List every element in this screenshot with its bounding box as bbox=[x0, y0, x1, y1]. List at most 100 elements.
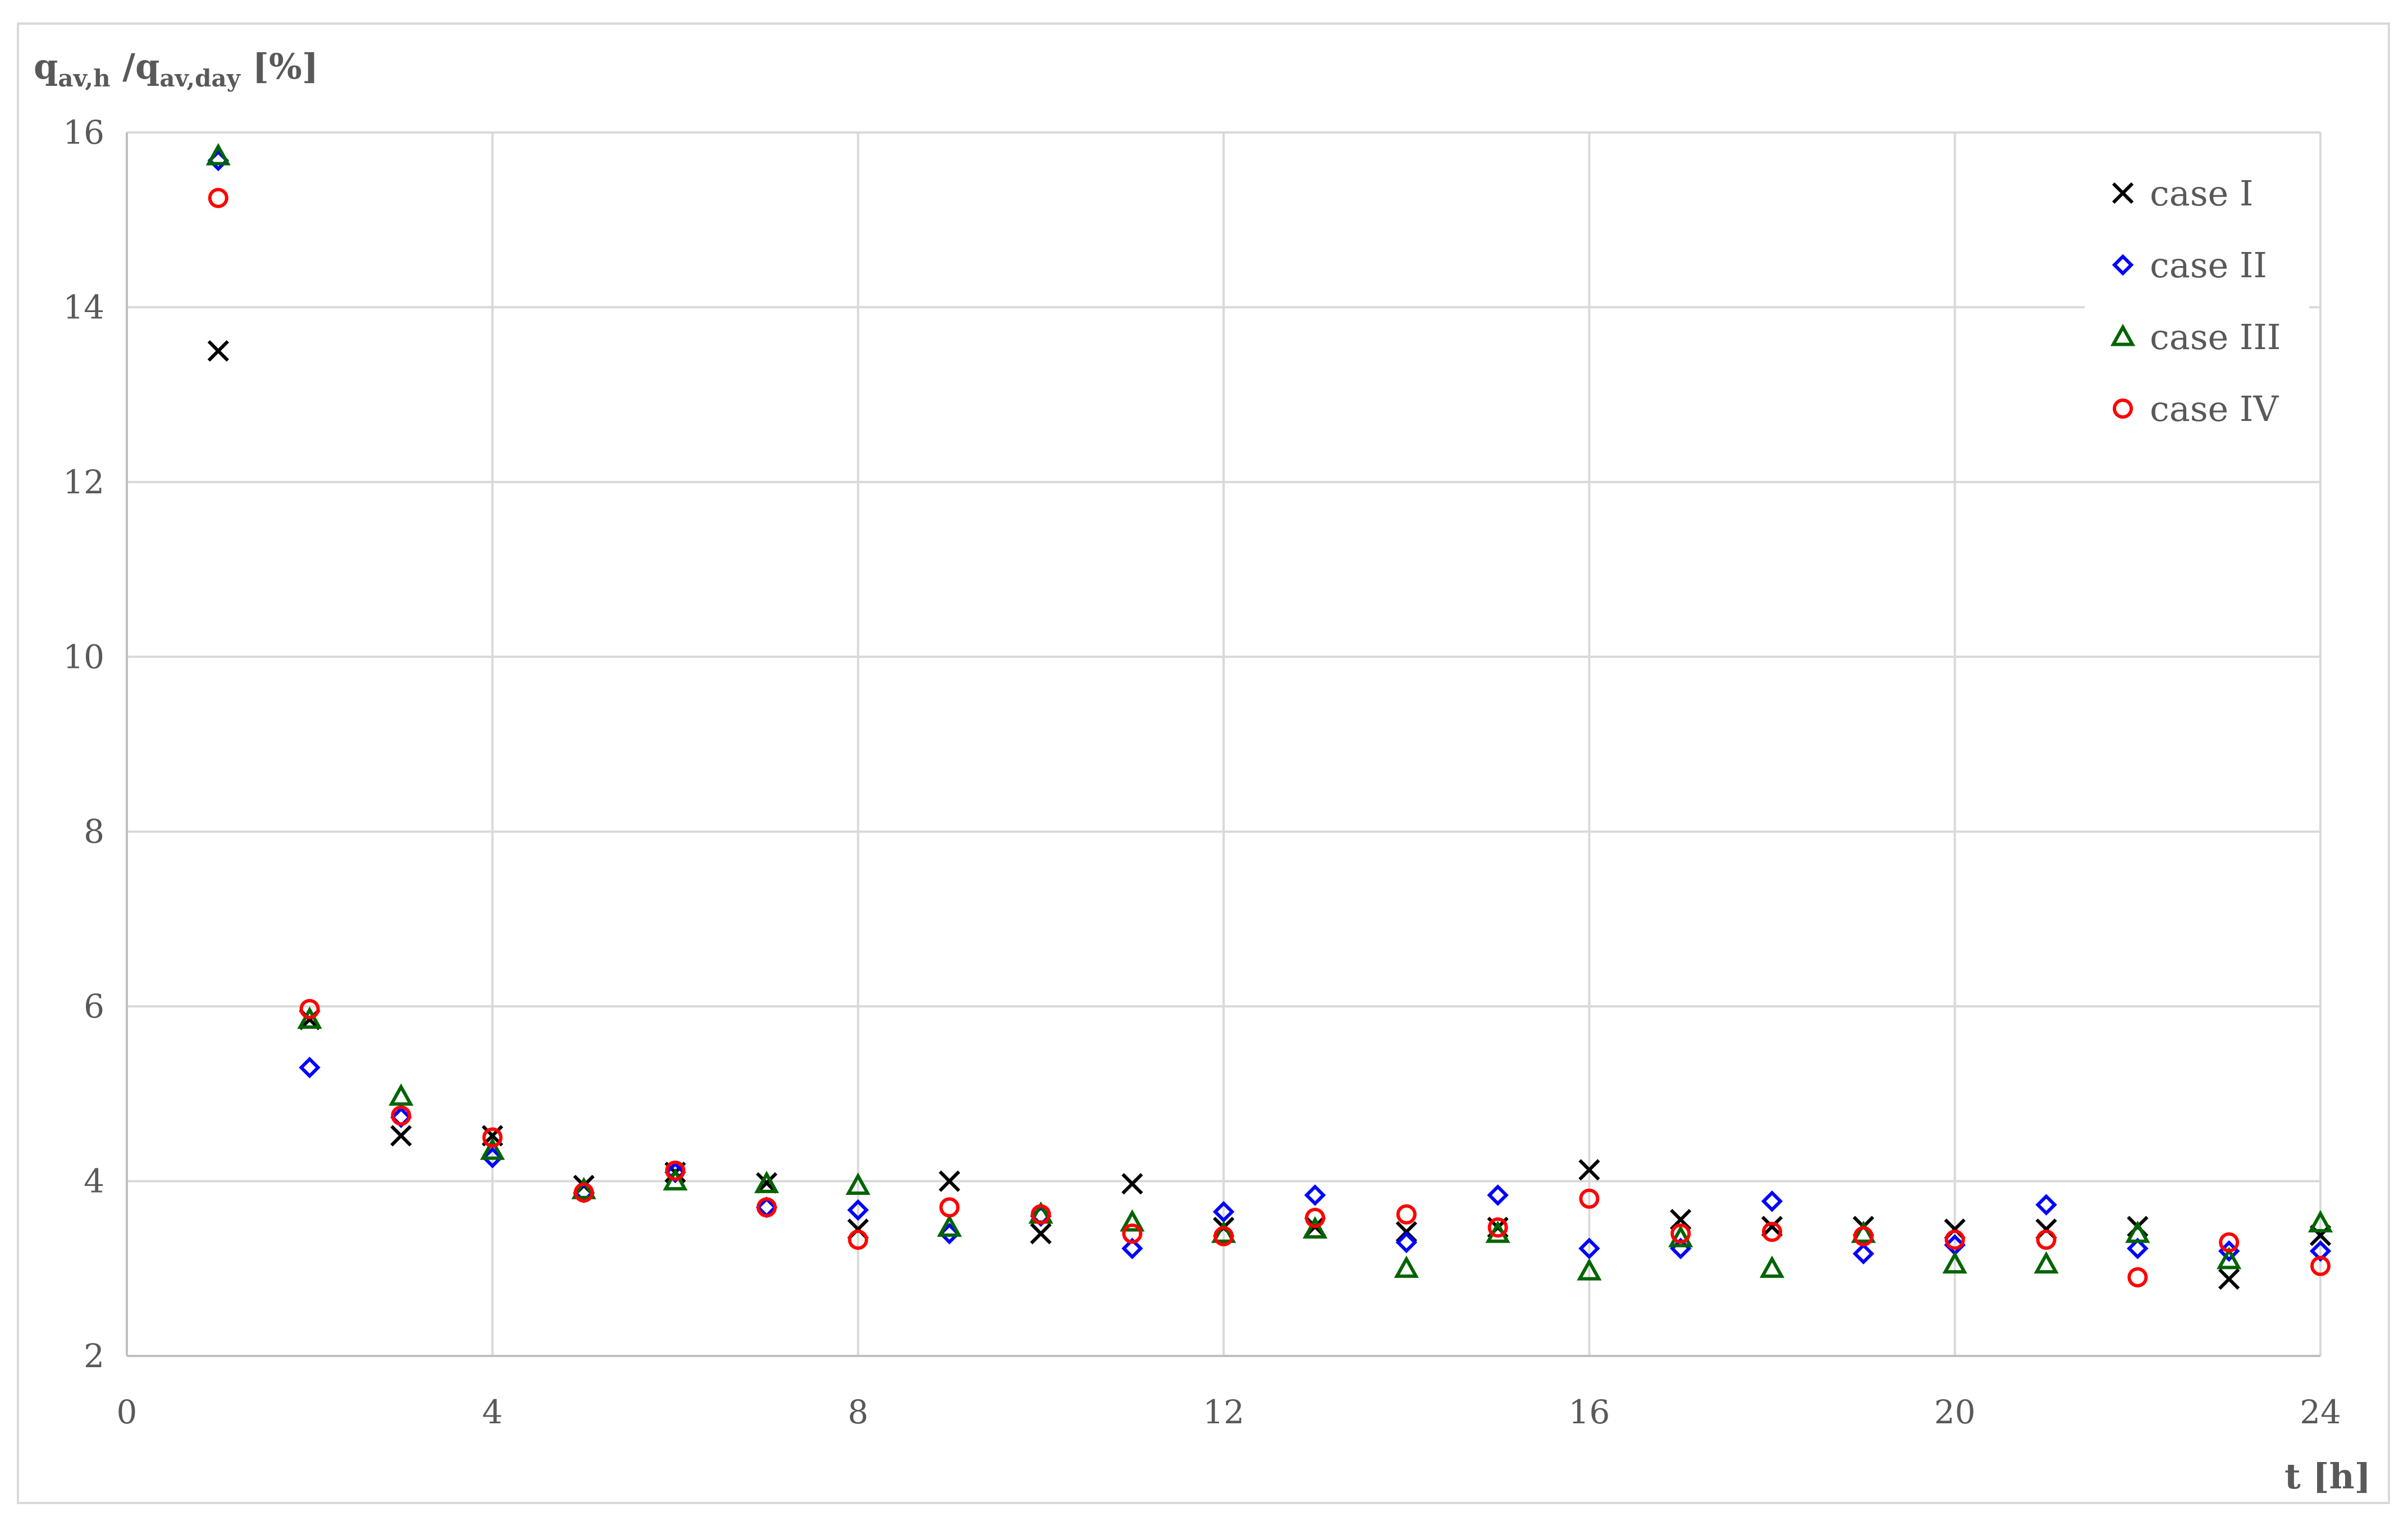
point-case-iv-8 bbox=[848, 1229, 868, 1250]
series-case-iv bbox=[208, 187, 2331, 1287]
point-case-iii-12 bbox=[1211, 1220, 1237, 1243]
point-case-i-9 bbox=[939, 1170, 960, 1192]
point-case-iv-6 bbox=[665, 1160, 685, 1181]
point-case-iv-24 bbox=[2310, 1255, 2331, 1276]
x-tick-label-20: 20 bbox=[1934, 1393, 1976, 1431]
x-tick-label-8: 8 bbox=[848, 1393, 868, 1431]
point-case-iii-23 bbox=[2217, 1247, 2242, 1270]
point-case-ii-14 bbox=[1395, 1231, 1417, 1253]
point-case-iii-17 bbox=[1668, 1225, 1693, 1248]
point-case-iii-18 bbox=[1759, 1255, 1785, 1278]
point-case-ii-22 bbox=[2127, 1238, 2149, 1259]
point-case-iv-4 bbox=[482, 1127, 503, 1148]
x-tick-label-24: 24 bbox=[2300, 1393, 2341, 1431]
y-tick-label-2: 2 bbox=[84, 1337, 104, 1375]
point-case-ii-4 bbox=[482, 1147, 503, 1168]
point-case-iii-1 bbox=[205, 143, 231, 166]
point-case-i-23 bbox=[2218, 1268, 2240, 1290]
point-case-iii-14 bbox=[1394, 1255, 1419, 1278]
point-case-ii-11 bbox=[1121, 1238, 1143, 1259]
point-case-iv-9 bbox=[939, 1197, 960, 1218]
y-tick-label-4: 4 bbox=[84, 1162, 104, 1200]
y-axis-title-sub1: av,h bbox=[58, 65, 110, 92]
point-case-ii-12 bbox=[1212, 1200, 1235, 1223]
legend-marker-case-iii bbox=[2110, 323, 2136, 346]
point-case-iv-23 bbox=[2219, 1232, 2240, 1253]
point-case-iv-7 bbox=[756, 1197, 777, 1218]
y-axis-title-middle: / bbox=[111, 46, 136, 87]
point-case-iii-6 bbox=[662, 1168, 688, 1191]
y-axis-title: qav,h /qav,day [%] bbox=[34, 46, 318, 92]
legend-marker-case-ii bbox=[2112, 254, 2134, 276]
point-case-iv-21 bbox=[2036, 1229, 2057, 1250]
point-case-iv-16 bbox=[1579, 1188, 1600, 1209]
point-case-iv-2 bbox=[299, 998, 320, 1019]
legend-label-case-ii: case II bbox=[2150, 245, 2267, 286]
point-case-iii-3 bbox=[388, 1083, 414, 1106]
y-axis-title-q1: q bbox=[34, 46, 58, 87]
point-case-iii-13 bbox=[1302, 1216, 1327, 1239]
point-case-iv-20 bbox=[1944, 1229, 1965, 1250]
point-case-iii-24 bbox=[2308, 1210, 2333, 1232]
series-case-ii bbox=[207, 149, 2332, 1265]
point-case-ii-13 bbox=[1304, 1184, 1326, 1206]
y-axis-title-q2: q bbox=[135, 46, 159, 87]
point-case-ii-24 bbox=[2309, 1240, 2332, 1262]
point-case-iii-22 bbox=[2125, 1220, 2150, 1243]
point-case-iv-10 bbox=[1031, 1204, 1051, 1225]
point-case-i-10 bbox=[1030, 1222, 1052, 1245]
point-case-iii-9 bbox=[937, 1214, 962, 1237]
series-case-iii bbox=[205, 143, 2333, 1281]
point-case-iv-1 bbox=[208, 187, 228, 208]
point-case-iii-7 bbox=[754, 1171, 779, 1193]
y-tick-label-6: 6 bbox=[84, 987, 104, 1025]
point-case-iii-5 bbox=[571, 1176, 597, 1199]
point-case-iv-18 bbox=[1762, 1221, 1782, 1242]
point-case-iii-4 bbox=[480, 1137, 505, 1160]
point-case-iv-19 bbox=[1853, 1226, 1874, 1247]
point-case-ii-2 bbox=[299, 1056, 321, 1079]
point-case-i-16 bbox=[1578, 1159, 1600, 1181]
y-tick-label-12: 12 bbox=[63, 463, 104, 501]
legend-marker-case-i bbox=[2112, 182, 2134, 204]
point-case-ii-8 bbox=[847, 1199, 869, 1221]
legend-marker-case-iv bbox=[2113, 398, 2133, 419]
x-axis-title: t [h] bbox=[2285, 1456, 2371, 1497]
point-case-ii-19 bbox=[1852, 1243, 1875, 1265]
x-tick-label-16: 16 bbox=[1568, 1393, 1610, 1431]
x-tick-label-12: 12 bbox=[1203, 1393, 1244, 1431]
point-case-ii-6 bbox=[664, 1161, 686, 1184]
point-case-i-7 bbox=[756, 1172, 777, 1194]
point-case-i-1 bbox=[207, 340, 229, 362]
data-points bbox=[205, 143, 2333, 1290]
point-case-i-18 bbox=[1761, 1216, 1783, 1238]
point-case-iv-22 bbox=[2127, 1267, 2148, 1287]
legend: case I case II case III case IV bbox=[2085, 154, 2309, 457]
axis-layer bbox=[126, 132, 2320, 1357]
point-case-iv-15 bbox=[1487, 1217, 1508, 1238]
point-case-iv-12 bbox=[1214, 1226, 1234, 1247]
point-case-ii-16 bbox=[1578, 1238, 1600, 1259]
point-case-iii-2 bbox=[297, 1006, 322, 1029]
point-case-iv-5 bbox=[574, 1182, 594, 1203]
point-case-iii-16 bbox=[1577, 1258, 1602, 1281]
series-case-i bbox=[207, 340, 2332, 1290]
point-case-iii-8 bbox=[845, 1172, 871, 1195]
point-case-ii-3 bbox=[390, 1106, 412, 1129]
point-case-ii-15 bbox=[1487, 1184, 1509, 1206]
legend-label-case-i: case I bbox=[2150, 173, 2253, 214]
point-case-iii-21 bbox=[2034, 1251, 2059, 1274]
point-case-iv-14 bbox=[1396, 1204, 1417, 1225]
legend-box bbox=[2085, 154, 2309, 457]
y-tick-label-10: 10 bbox=[63, 638, 104, 676]
y-axis-title-unit: [%] bbox=[240, 46, 318, 87]
legend-label-case-iii: case III bbox=[2150, 317, 2281, 358]
point-case-iv-17 bbox=[1670, 1223, 1691, 1244]
y-tick-label-16: 16 bbox=[63, 113, 104, 152]
legend-label-case-iv: case IV bbox=[2150, 388, 2279, 429]
point-case-iii-20 bbox=[1942, 1251, 1967, 1274]
y-tick-label-8: 8 bbox=[84, 813, 104, 851]
